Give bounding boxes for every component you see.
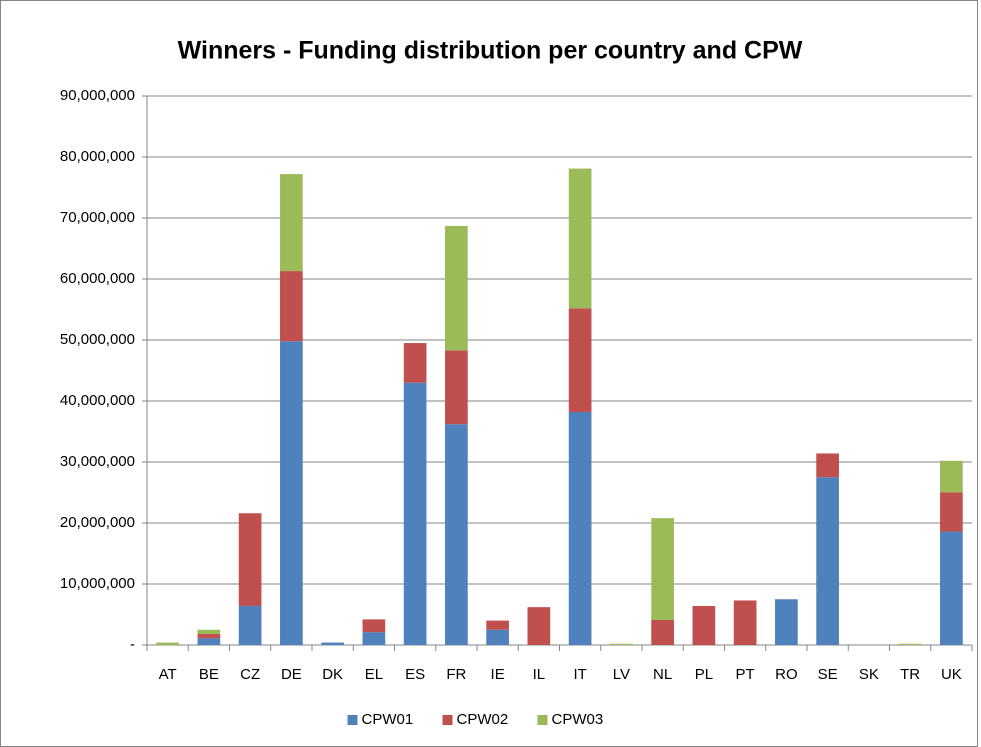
bar-segment (651, 518, 674, 620)
x-tick-label: SE (818, 666, 838, 683)
x-tick-label: AT (159, 666, 177, 683)
bar-segment (362, 619, 386, 633)
bar-segment (816, 477, 839, 645)
bar-segment (197, 638, 221, 645)
legend-label: CPW01 (362, 711, 414, 728)
bar-segment (238, 513, 262, 606)
x-tick-label: TR (900, 666, 920, 683)
bar-segment (527, 607, 551, 645)
x-tick-label: IL (533, 666, 546, 683)
x-tick-label: LV (613, 666, 630, 683)
y-tick-label: 10,000,000 (60, 575, 135, 592)
bar-segment (445, 424, 468, 645)
bar-segment (445, 225, 468, 351)
bar-segment (280, 341, 303, 645)
y-tick-label: 80,000,000 (60, 148, 135, 165)
x-tick-label: PL (695, 666, 713, 683)
legend-label: CPW03 (552, 711, 604, 728)
x-tick-label: IT (573, 666, 586, 683)
x-tick-label: IE (491, 666, 505, 683)
y-tick-label: 40,000,000 (60, 392, 135, 409)
y-tick-label: 20,000,000 (60, 514, 135, 531)
bar-segment (403, 343, 427, 383)
bar-segment (733, 600, 757, 645)
y-tick-label: 60,000,000 (60, 270, 135, 287)
bar-segment (940, 492, 963, 532)
bar-segment (486, 629, 509, 645)
y-tick-label: 50,000,000 (60, 331, 135, 348)
bar-segment (486, 620, 509, 630)
y-tick-label: - (130, 636, 135, 653)
x-tick-label: FR (446, 666, 466, 683)
x-tick-label: DE (281, 666, 302, 683)
bar-segment (156, 642, 179, 645)
bar-segment (280, 174, 303, 272)
x-tick-label: SK (859, 666, 879, 683)
bar-segment (816, 453, 839, 478)
bar-segment (940, 460, 963, 493)
legend-swatch (442, 715, 453, 725)
legend-label: CPW02 (457, 711, 509, 728)
bar-segment (692, 605, 716, 645)
bar-segment (403, 382, 427, 645)
bar-segment (568, 411, 592, 645)
bar-segment (280, 271, 303, 342)
chart-title: Winners - Funding distribution per count… (178, 37, 803, 65)
bar-segment (610, 643, 633, 645)
y-tick-label: 90,000,000 (60, 87, 135, 104)
bar-segment (445, 350, 468, 425)
x-tick-label: PT (736, 666, 755, 683)
x-tick-label: ES (405, 666, 425, 683)
x-tick-label: BE (199, 666, 219, 683)
bar-segment (940, 531, 963, 645)
x-tick-label: DK (322, 666, 343, 683)
bar-segment (197, 629, 221, 635)
legend-swatch (347, 715, 358, 725)
x-tick-label: EL (365, 666, 383, 683)
bar-segment (568, 168, 592, 309)
legend-swatch (537, 715, 548, 725)
bar-segment (238, 605, 262, 645)
x-tick-label: CZ (240, 666, 260, 683)
bar-segment (321, 642, 344, 645)
bar-segment (651, 619, 674, 645)
bar-segment (362, 632, 386, 645)
y-tick-label: 30,000,000 (60, 453, 135, 470)
x-tick-label: NL (653, 666, 672, 683)
y-tick-label: 70,000,000 (60, 209, 135, 226)
bar-segment (197, 634, 221, 639)
bar-segment (568, 308, 592, 412)
bar-segment (775, 599, 798, 645)
x-tick-label: UK (941, 666, 962, 683)
x-tick-label: RO (775, 666, 798, 683)
bar-segment (898, 643, 922, 645)
